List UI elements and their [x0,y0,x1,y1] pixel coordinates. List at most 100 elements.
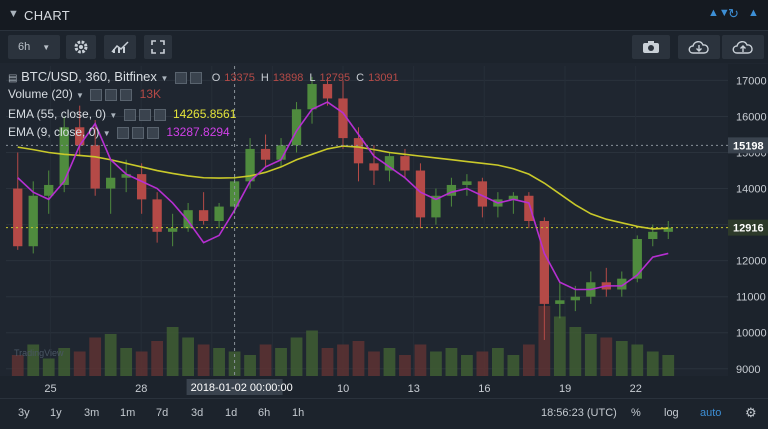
gear-icon[interactable]: ⚙ [745,405,757,420]
snapshot-button[interactable] [632,35,670,59]
y-tick-label: 11000 [736,292,766,304]
collapse-legend-icon[interactable]: ▤ [8,73,18,84]
eye-icon[interactable] [175,71,188,84]
ohlc-value: 13375 [224,72,255,84]
x-tick-label: 25 [44,383,56,395]
candle-body [617,278,627,290]
interval-select[interactable]: 6h ▼ [8,35,60,59]
settings-icon[interactable] [190,71,203,84]
eye-icon[interactable] [123,108,136,121]
volume-bar [11,355,24,376]
settings-icon[interactable] [105,88,118,101]
title-bar: ▼ CHART ▲▼ ↻ ▲ [0,0,768,31]
refresh-icon[interactable]: ↻ [728,6,739,21]
volume-bar [306,330,318,376]
volume-bar [337,344,349,376]
fullscreen-button[interactable] [144,35,172,59]
candle-body [524,195,534,221]
candle-body [121,174,131,178]
volume-bar [414,344,427,376]
range-button-3d[interactable]: 3d [191,407,204,419]
volume-bar [631,344,644,376]
x-tick-label: 28 [135,383,147,395]
utc-clock[interactable]: 18:56:23 (UTC) [541,407,617,419]
window-title: CHART [24,8,71,23]
volume-bar [522,344,535,376]
candle-body [90,145,100,189]
caret-down-icon[interactable]: ▼ [76,91,84,100]
auto-toggle[interactable]: auto [700,407,722,419]
settings-button[interactable] [66,35,96,59]
price-label: 12916 [733,223,764,235]
candle-body [431,195,441,218]
range-button-7d[interactable]: 7d [156,407,169,419]
range-button-1m[interactable]: 1m [120,407,136,419]
eye-icon[interactable] [90,88,103,101]
volume-bar [120,348,133,376]
chart-area[interactable]: 9000100001100012000130001400015000160001… [0,64,768,398]
candle-body [338,98,348,139]
range-button-1y[interactable]: 1y [50,407,62,419]
range-button-3y[interactable]: 3y [18,407,30,419]
range-button-1h[interactable]: 1h [292,407,305,419]
ohlc-key: H [260,72,269,84]
price-label-box [728,219,768,236]
caret-down-icon[interactable]: ▼ [102,129,111,138]
indicators-button[interactable] [104,35,136,59]
volume-bar [383,348,396,376]
collapse-icon[interactable]: ▲▼ [708,7,730,19]
candle-body [276,145,286,160]
symbol-label[interactable]: BTC/USD, 360, Bitfinex [21,69,157,84]
y-tick-label: 9000 [736,364,760,376]
candle-body [198,210,209,221]
volume-bar [321,348,334,376]
chevron-down-icon[interactable]: ▼ [8,8,19,20]
volume-value: 13K [139,87,162,101]
crosshair-label-box [186,379,283,395]
log-toggle[interactable]: log [664,407,679,419]
caret-down-icon[interactable]: ▼ [109,111,118,120]
volume-bar [244,355,256,376]
percent-toggle[interactable]: % [631,407,641,419]
settings-icon[interactable] [131,126,144,139]
close-icon[interactable] [120,88,133,101]
volume-bar [104,334,117,376]
watermark: TradingView [14,348,64,358]
candle-body [508,195,519,200]
x-tick-label: 16 [478,383,490,395]
candle-body [570,296,580,301]
eye-icon[interactable] [116,126,129,139]
range-button-3m[interactable]: 3m [84,407,100,419]
candle-body [648,231,658,240]
candle-body [462,181,472,185]
legend-volume: Volume (20) ▼ 13K [8,87,161,101]
volume-bar [290,337,303,376]
candle-body [13,188,23,247]
x-tick-label: 13 [408,383,420,395]
settings-icon[interactable] [138,108,151,121]
close-icon[interactable] [146,126,159,139]
ohlc-value: 13091 [368,72,399,84]
ema55-value: 14265.8561 [173,107,237,121]
volume-bar [352,341,365,376]
load-layout-button[interactable] [678,35,720,59]
x-tick-label: 10 [337,383,349,395]
price-chart[interactable]: 9000100001100012000130001400015000160001… [0,64,768,398]
y-tick-label: 17000 [736,75,767,87]
ema55-label[interactable]: EMA (55, close, 0) [8,107,107,121]
volume-label[interactable]: Volume (20) [8,87,73,101]
volume-bar [507,355,520,376]
hide-panel-icon[interactable]: ▲ [748,7,759,19]
volume-bar [42,358,55,376]
ohlc-value: 12795 [319,72,351,84]
ema9-label[interactable]: EMA (9, close, 0) [8,125,100,139]
volume-bar [27,344,40,376]
range-button-6h[interactable]: 6h [258,407,271,419]
y-tick-label: 10000 [736,328,767,340]
ema9-line [17,101,669,291]
range-button-1d[interactable]: 1d [225,407,238,419]
caret-down-icon[interactable]: ▼ [160,74,169,83]
close-icon[interactable] [153,108,166,121]
save-layout-button[interactable] [722,35,764,59]
volume-bar [73,351,86,376]
